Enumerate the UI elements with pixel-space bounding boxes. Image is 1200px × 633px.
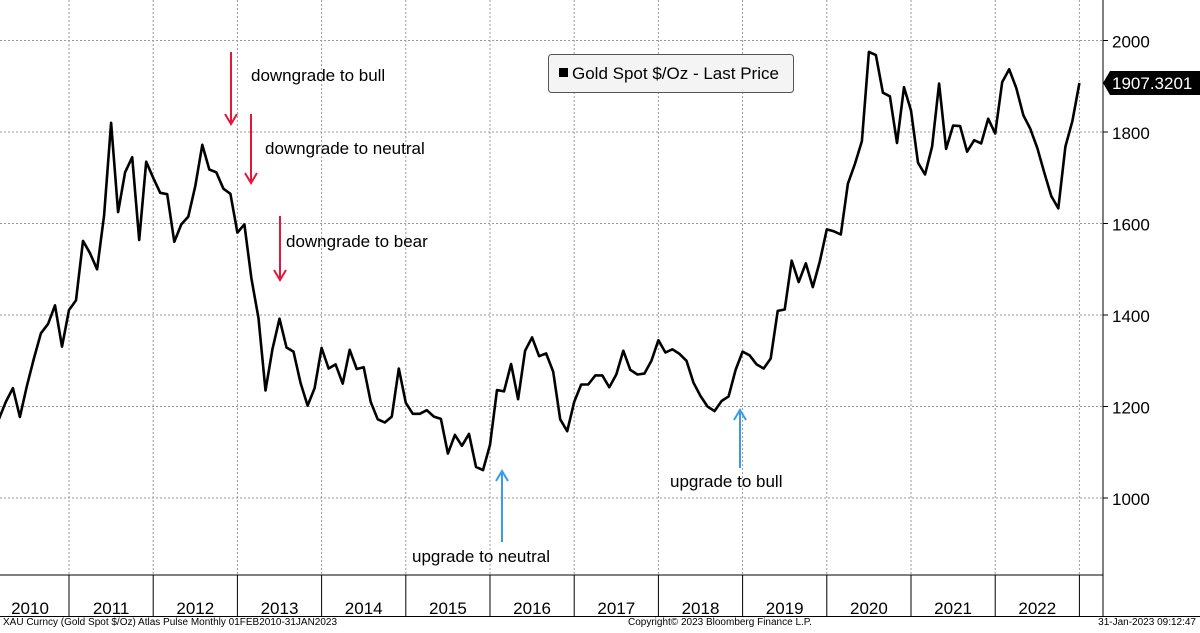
annotation: downgrade to bear <box>273 216 428 282</box>
x-tick-label: 2017 <box>597 599 635 617</box>
legend: Gold Spot $/Oz - Last Price <box>548 54 794 93</box>
y-tick-label: 1400 <box>1112 307 1150 326</box>
y-tick-label: 1000 <box>1112 490 1150 509</box>
series-line <box>0 50 1081 472</box>
x-tick-label: 2011 <box>93 599 130 617</box>
legend-label: Gold Spot $/Oz - Last Price <box>572 64 779 83</box>
axes: 1000 1200 1400 1600 1800 2000 2010 2011 2012 2013… <box>0 0 1200 617</box>
x-tick-label: 2021 <box>934 599 972 617</box>
x-tick-label: 2020 <box>850 599 888 617</box>
annotation-label: downgrade to neutral <box>265 139 425 158</box>
series-layer <box>0 50 1081 472</box>
footer-source: XAU Curncy (Gold Spot $/Oz) Atlas Pulse … <box>3 617 338 628</box>
annotation: upgrade to neutral <box>412 469 550 566</box>
annotation-arrow-head <box>733 408 747 421</box>
last-value-tag: 1907.3201 <box>1103 71 1200 96</box>
annotation-label: upgrade to bull <box>670 472 782 491</box>
y-tick-label: 1200 <box>1112 399 1150 418</box>
x-tick-label: 2013 <box>261 599 299 617</box>
gold-price-chart: 1000 1200 1400 1600 1800 2000 2010 2011 2012 2013… <box>0 0 1200 617</box>
x-tick-label: 2019 <box>766 599 804 617</box>
legend-box <box>548 54 794 93</box>
last-value-tag-bg <box>1103 71 1200 96</box>
annotation-arrow-head <box>273 269 287 282</box>
annotation-label: downgrade to bull <box>251 66 385 85</box>
x-tick-label: 2016 <box>513 599 551 617</box>
annotation-arrow-head <box>244 172 258 185</box>
x-tick-label: 2018 <box>682 599 720 617</box>
annotations-layer: downgrade to bull downgrade to neutral dow… <box>224 52 782 566</box>
x-tick-label: 2012 <box>176 599 214 617</box>
footer-copyright: Copyright© 2023 Bloomberg Finance L.P. <box>628 617 812 628</box>
y-tick-label: 2000 <box>1112 33 1150 52</box>
annotation: downgrade to bull <box>224 52 385 126</box>
annotation: upgrade to bull <box>670 408 782 491</box>
x-tick-label: 2010 <box>11 599 49 617</box>
last-value-label: 1907.3201 <box>1112 74 1192 93</box>
x-tick-label: 2015 <box>429 599 467 617</box>
annotation-label: downgrade to bear <box>286 232 428 251</box>
annotation-label: upgrade to neutral <box>412 547 550 566</box>
y-tick-label: 1800 <box>1112 124 1150 143</box>
annotation-arrow-head <box>224 113 238 126</box>
x-tick-label: 2014 <box>345 599 383 617</box>
y-tick-label: 1600 <box>1112 216 1150 235</box>
x-tick-label: 2022 <box>1018 599 1056 617</box>
annotation-arrow-head <box>495 469 509 482</box>
annotation: downgrade to neutral <box>244 114 425 185</box>
footer-timestamp: 31-Jan-2023 09:12:47 <box>1098 617 1196 628</box>
legend-marker <box>559 68 568 77</box>
